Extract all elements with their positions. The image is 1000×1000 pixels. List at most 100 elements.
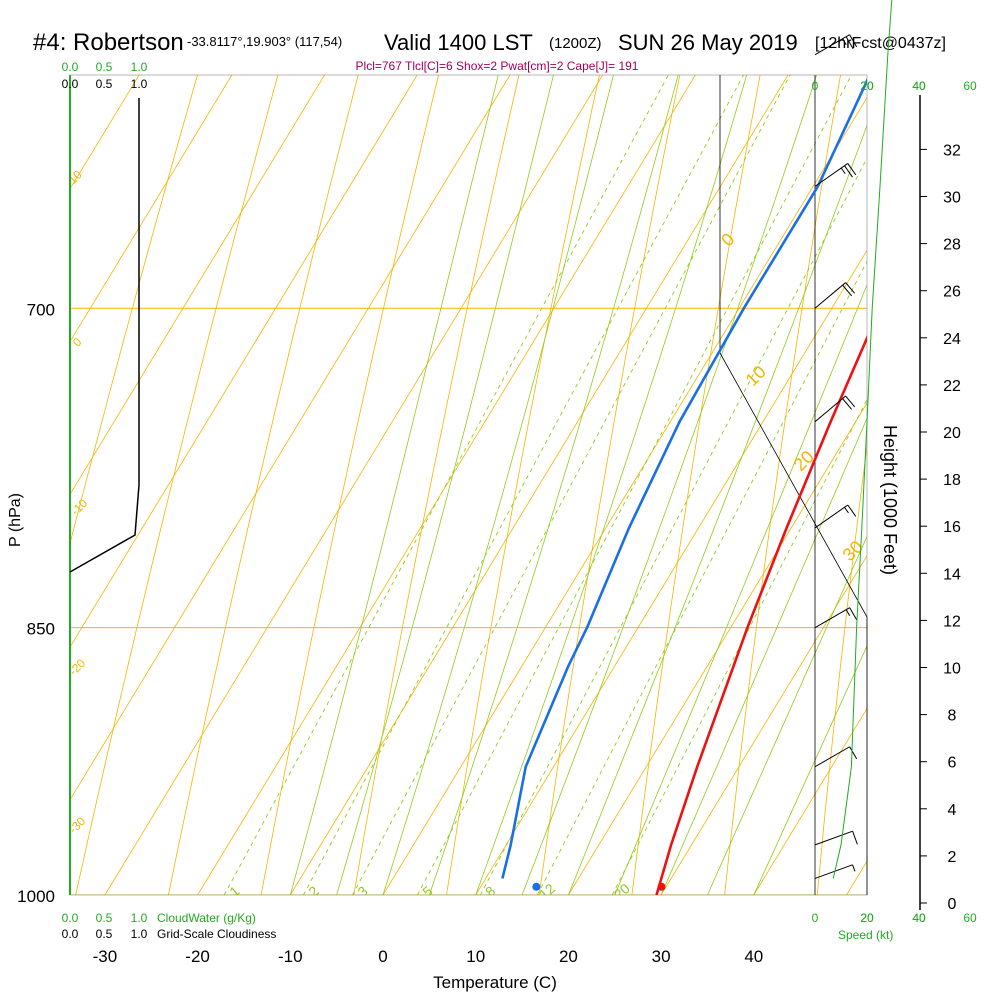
wind-barb-feather bbox=[849, 607, 858, 621]
pressure-tick-label: 700 bbox=[27, 300, 55, 319]
mixing-ratio-line bbox=[611, 398, 867, 895]
cloudiness-tick-bottom: 1.0 bbox=[131, 927, 148, 941]
surface-dewpoint-point bbox=[532, 882, 541, 891]
height-tick-label: 2 bbox=[948, 849, 957, 866]
height-tick-label: 14 bbox=[943, 566, 961, 583]
height-tick-label: 4 bbox=[948, 802, 957, 819]
wind-barb bbox=[814, 34, 858, 56]
speed-tick-label-bottom: 0 bbox=[812, 911, 819, 925]
wind-barb bbox=[814, 864, 856, 879]
speed-tick-label-top: 40 bbox=[912, 79, 926, 93]
height-tick-label: 10 bbox=[943, 661, 961, 678]
cloudwater-tick-bottom: 1.0 bbox=[131, 911, 148, 925]
temperature-tick-label: 10 bbox=[466, 947, 485, 966]
speed-tick-label-top: 60 bbox=[963, 79, 977, 93]
moist-adiabat-line bbox=[707, 535, 867, 895]
isotherm-line bbox=[70, 75, 418, 648]
wind-barb-staff bbox=[814, 746, 850, 768]
height-tick-label: 24 bbox=[943, 331, 961, 348]
cloudwater-axis-label: CloudWater (g/Kg) bbox=[157, 911, 256, 925]
valid-time: Valid 1400 LST bbox=[384, 30, 533, 55]
cloudwater-tick-bottom: 0.5 bbox=[96, 911, 113, 925]
isotherm-line bbox=[70, 75, 233, 343]
mixing-ratio-label: 1 bbox=[226, 883, 242, 900]
dewpoint-line bbox=[501, 77, 867, 879]
isotherm-line bbox=[70, 75, 140, 190]
isotherm-line bbox=[0, 0, 1000, 895]
wind-barb bbox=[814, 607, 858, 629]
wind-barb-half-feather bbox=[845, 609, 851, 616]
height-tick-label: 12 bbox=[943, 613, 961, 630]
mixing-ratio-line bbox=[480, 157, 867, 895]
station-coords: -33.8117°,19.903° (117,54) bbox=[187, 34, 342, 49]
plot-frame bbox=[69, 74, 921, 910]
wind-barb-staff bbox=[814, 282, 846, 309]
isotherm-line bbox=[289, 75, 789, 895]
wind-barb-staff bbox=[814, 395, 846, 423]
height-tick-label: 18 bbox=[943, 472, 961, 489]
wind-barb-staff bbox=[814, 830, 853, 846]
y-axis-title: P (hPa) bbox=[7, 493, 24, 547]
cloudwater-tick-top: 0.0 bbox=[62, 60, 79, 74]
dry-adiabat-line bbox=[631, 75, 761, 895]
isotherm-line bbox=[846, 860, 867, 895]
mixing-ratio-label: 12 bbox=[536, 880, 558, 902]
wind-barb-staff bbox=[814, 163, 849, 187]
surface-temperature-point bbox=[657, 882, 666, 891]
cloudwater-tick-top: 1.0 bbox=[131, 60, 148, 74]
isotherm-line bbox=[0, 0, 1000, 895]
wind-barb-feather bbox=[852, 831, 858, 845]
wind-speed-line bbox=[832, 0, 893, 879]
utc-time: (1200Z) bbox=[549, 35, 602, 52]
dry-adiabat-label: 0 bbox=[70, 335, 85, 350]
mixing-ratio-line bbox=[417, 75, 852, 895]
dry-adiabat-line bbox=[816, 443, 867, 895]
height-tick-label: 8 bbox=[948, 708, 957, 725]
cloudiness-tick-top: 1.0 bbox=[131, 77, 148, 91]
wind-barb bbox=[814, 746, 858, 768]
moist-adiabat-line bbox=[289, 75, 499, 895]
cloudiness-axis-label: Grid-Scale Cloudiness bbox=[157, 927, 276, 941]
moist-adiabat-line bbox=[614, 283, 867, 895]
dry-adiabat-line bbox=[446, 75, 600, 895]
valid-date: SUN 26 May 2019 bbox=[618, 30, 798, 55]
dry-adiabat-label: 10 bbox=[65, 167, 85, 187]
speed-tick-label-top: 20 bbox=[860, 79, 874, 93]
wind-barb-half-feather bbox=[844, 506, 849, 514]
speed-tick-label-bottom: 40 bbox=[912, 911, 926, 925]
wind-barb-feather bbox=[849, 34, 858, 48]
moist-adiabat-line bbox=[429, 75, 679, 895]
moist-adiabat-line bbox=[475, 75, 748, 895]
wind-barb-feather bbox=[847, 504, 857, 517]
height-tick-label: 6 bbox=[948, 755, 957, 772]
dry-adiabat-line bbox=[167, 75, 359, 895]
wind-barb bbox=[814, 504, 857, 529]
mixing-ratio-label: 20 bbox=[611, 880, 633, 902]
speed-tick-label-top: 20 bbox=[860, 79, 874, 93]
mixing-ratio-label: 5 bbox=[419, 883, 435, 900]
slope-line bbox=[719, 352, 868, 895]
axes: 2503004005007008501000-30-20-10010203040… bbox=[17, 60, 977, 966]
wind-barb-feather bbox=[842, 398, 852, 410]
wind-barb bbox=[814, 395, 856, 423]
cloudwater-tick-top: 0.5 bbox=[96, 60, 113, 74]
moist-adiabat-line bbox=[660, 417, 867, 895]
height-tick-label: 30 bbox=[943, 190, 961, 207]
wind-barb-half-feather bbox=[852, 864, 856, 872]
cloudwater-tick-bottom: 0.0 bbox=[62, 911, 79, 925]
wind-barb bbox=[814, 830, 858, 846]
temperature-tick-label: -10 bbox=[278, 947, 303, 966]
isotherm-line bbox=[197, 75, 696, 895]
moist-adiabat-line bbox=[753, 645, 867, 895]
temperature-tick-label: 0 bbox=[378, 947, 387, 966]
speed-tick-label-bottom: 20 bbox=[860, 911, 874, 925]
wind-barb-feather bbox=[842, 284, 852, 297]
temperature-tick-label: 40 bbox=[744, 947, 763, 966]
temperature-tick-label: 30 bbox=[652, 947, 671, 966]
wind-barb-staff bbox=[814, 607, 850, 629]
cloudiness-tick-bottom: 0.5 bbox=[96, 927, 113, 941]
speed-tick-label-bottom: 20 bbox=[860, 911, 874, 925]
cloudiness-line bbox=[69, 98, 140, 573]
